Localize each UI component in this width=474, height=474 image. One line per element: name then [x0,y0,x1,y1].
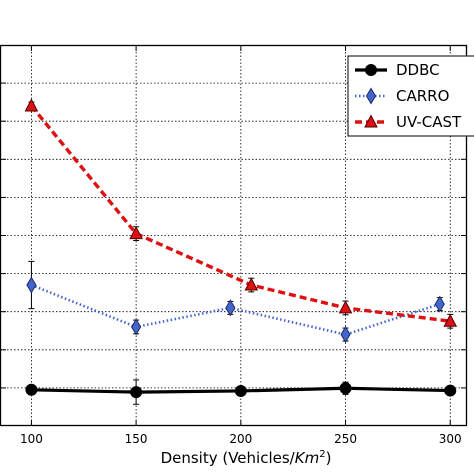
legend-label-carro: CARRO [396,87,449,105]
data-point-ddbc [25,383,38,396]
series-carro [26,260,445,344]
legend-marker-carro [365,87,377,105]
data-point-uv-cast [338,300,353,314]
series-group [24,98,458,405]
legend-marker-uv-cast [364,114,378,128]
data-point-uv-cast [129,226,143,240]
axis-ticks: 100 150 200 250 300 [0,45,467,446]
x-axis-label: Density (Vehicles/Km2) [161,449,332,467]
x-tick-label: 250 [334,432,357,446]
series-line-carro [30,283,441,336]
data-point-carro [340,326,351,344]
series-ddbc [25,379,457,405]
data-point-carro [131,318,142,336]
legend-label-ddbc: DDBC [396,61,440,79]
data-point-uv-cast [443,313,458,327]
x-tick-label: 200 [229,432,252,446]
x-tick-label: 300 [439,432,462,446]
data-point-ddbc [234,384,247,397]
data-point-ddbc [130,386,143,399]
series-uv-cast [24,98,458,329]
x-tick-label: 100 [20,432,43,446]
data-point-uv-cast [24,98,39,112]
legend: DDBC CARRO UV-CAST [347,55,474,137]
x-tick-label: 150 [125,432,148,446]
data-point-ddbc [339,382,352,395]
data-point-carro [26,276,37,294]
data-point-uv-cast [244,277,259,291]
data-point-carro [434,295,445,313]
data-point-ddbc [444,384,457,397]
legend-marker-ddbc [365,64,377,76]
data-point-carro [225,299,236,317]
legend-label-uv-cast: UV-CAST [396,113,462,131]
